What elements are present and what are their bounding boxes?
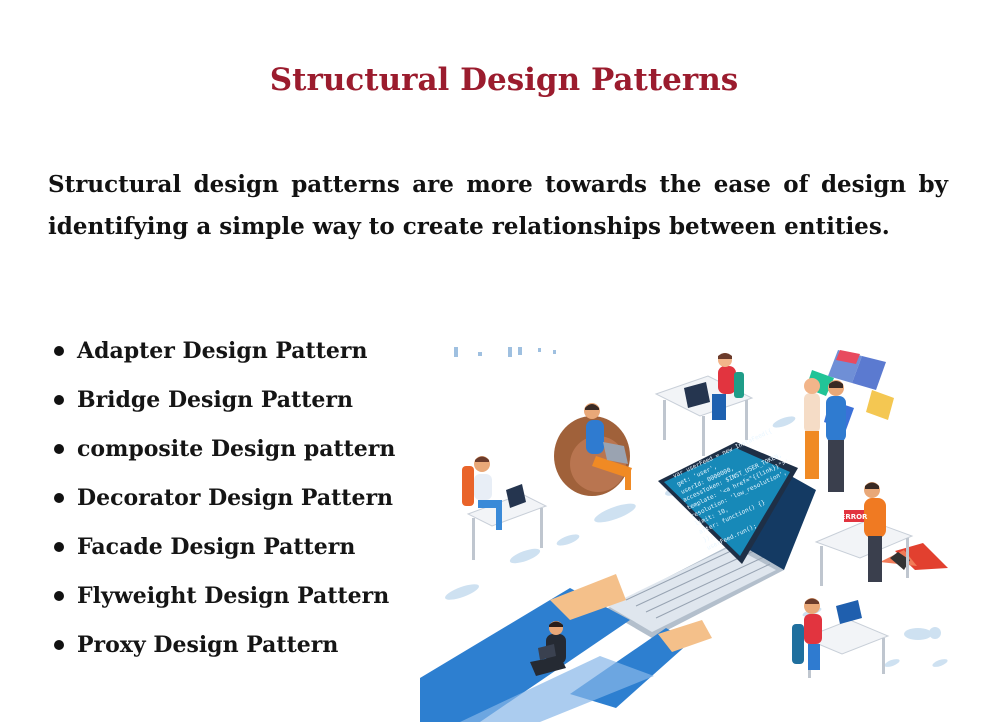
error-badge: ERROR xyxy=(841,513,869,521)
sitting-person xyxy=(530,621,566,676)
list-item: Decorator Design Pattern xyxy=(54,473,395,522)
bullet-icon xyxy=(54,492,64,503)
big-laptop: var userFeed = new InstaFeed({ get: 'use… xyxy=(604,428,816,638)
pattern-list: Adapter Design Pattern Bridge Design Pat… xyxy=(54,326,395,669)
pattern-label: Decorator Design Pattern xyxy=(77,484,394,511)
pattern-label: Bridge Design Pattern xyxy=(77,386,353,413)
error-signal xyxy=(880,543,948,570)
decor-dashes xyxy=(454,347,556,357)
pattern-label: Flyweight Design Pattern xyxy=(77,582,390,609)
beanbag-person xyxy=(554,403,632,496)
desk-right: ERROR xyxy=(814,482,914,586)
pattern-label: composite Design pattern xyxy=(77,435,396,462)
desk-left xyxy=(462,456,548,560)
pattern-label: Adapter Design Pattern xyxy=(77,337,368,364)
list-item: Proxy Design Pattern xyxy=(54,620,395,669)
developers-illustration: ERROR var userFeed = new InstaFeed({ get… xyxy=(420,347,948,722)
bullet-icon xyxy=(54,541,64,552)
pattern-label: Proxy Design Pattern xyxy=(77,631,339,658)
bullet-icon xyxy=(54,443,64,454)
list-item: Flyweight Design Pattern xyxy=(54,571,395,620)
intro-paragraph: Structural design patterns are more towa… xyxy=(48,171,948,240)
standing-people xyxy=(804,378,846,492)
list-item: Facade Design Pattern xyxy=(54,522,395,571)
bullet-icon xyxy=(54,590,64,601)
code-line: }); xyxy=(702,533,715,544)
list-item: composite Design pattern xyxy=(54,424,395,473)
bullet-icon xyxy=(54,394,64,405)
typing-hands xyxy=(420,574,712,722)
list-item: Bridge Design Pattern xyxy=(54,375,395,424)
list-item: Adapter Design Pattern xyxy=(54,326,395,375)
desk-top xyxy=(654,353,754,456)
pattern-label: Facade Design Pattern xyxy=(77,533,356,560)
page-title: Structural Design Patterns xyxy=(269,62,739,98)
bullet-icon xyxy=(54,345,64,356)
desk-bottom-right xyxy=(792,598,890,678)
bullet-icon xyxy=(54,639,64,650)
